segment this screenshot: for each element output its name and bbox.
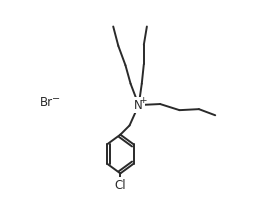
Text: Cl: Cl bbox=[114, 179, 126, 192]
Text: +: + bbox=[139, 96, 146, 105]
Text: N: N bbox=[134, 99, 142, 112]
Text: Br: Br bbox=[40, 95, 53, 109]
Text: −: − bbox=[51, 94, 59, 104]
